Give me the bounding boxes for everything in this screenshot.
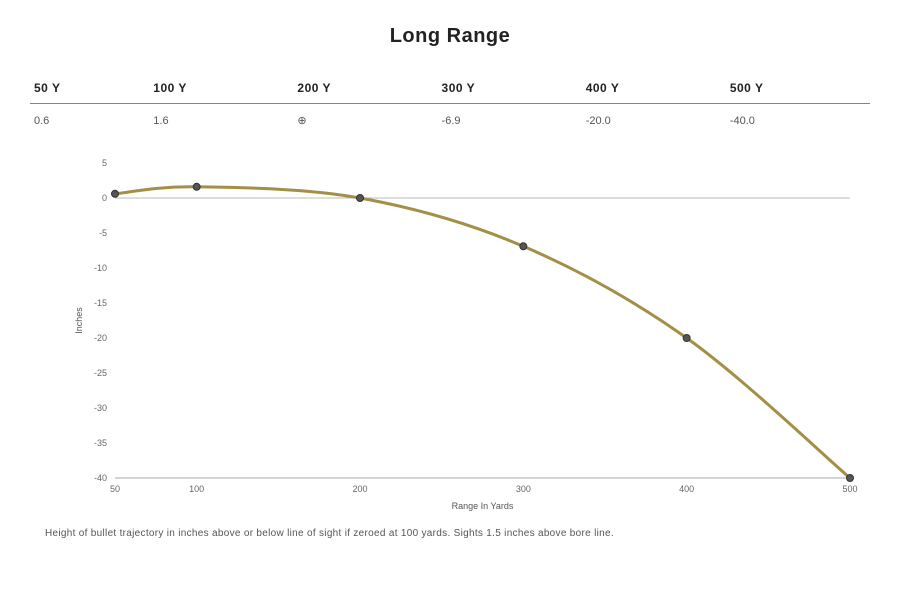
trajectory-table: 50 Y 100 Y 200 Y 300 Y 400 Y 500 Y 0.6 1… (30, 73, 870, 133)
svg-text:5: 5 (102, 158, 107, 168)
svg-text:-30: -30 (94, 403, 107, 413)
svg-text:300: 300 (516, 484, 531, 494)
svg-text:-15: -15 (94, 298, 107, 308)
table-header-row: 50 Y 100 Y 200 Y 300 Y 400 Y 500 Y (30, 73, 870, 104)
chart-svg: 50-5-10-15-20-25-30-35-40501002003004005… (70, 153, 860, 513)
col-header: 300 Y (438, 73, 582, 104)
svg-text:-10: -10 (94, 263, 107, 273)
svg-text:400: 400 (679, 484, 694, 494)
svg-text:50: 50 (110, 484, 120, 494)
table-cell: 0.6 (30, 104, 149, 134)
col-header: 100 Y (149, 73, 293, 104)
table-cell: -20.0 (582, 104, 726, 134)
table-cell: ⊕ (293, 104, 437, 134)
svg-text:100: 100 (189, 484, 204, 494)
table-cell: -40.0 (726, 104, 870, 134)
table-row: 0.6 1.6 ⊕ -6.9 -20.0 -40.0 (30, 104, 870, 134)
svg-text:-35: -35 (94, 438, 107, 448)
col-header: 500 Y (726, 73, 870, 104)
page-title: Long Range (30, 25, 870, 48)
col-header: 400 Y (582, 73, 726, 104)
svg-text:200: 200 (352, 484, 367, 494)
svg-text:0: 0 (102, 193, 107, 203)
trajectory-chart: 50-5-10-15-20-25-30-35-40501002003004005… (70, 153, 840, 513)
col-header: 200 Y (293, 73, 437, 104)
col-header: 50 Y (30, 73, 149, 104)
svg-text:Inches: Inches (74, 307, 84, 334)
svg-text:500: 500 (842, 484, 857, 494)
table-cell: 1.6 (149, 104, 293, 134)
svg-text:-20: -20 (94, 333, 107, 343)
svg-text:-25: -25 (94, 368, 107, 378)
footnote: Height of bullet trajectory in inches ab… (45, 528, 870, 539)
table-cell: -6.9 (438, 104, 582, 134)
svg-text:-40: -40 (94, 473, 107, 483)
svg-text:Range In Yards: Range In Yards (452, 501, 514, 511)
svg-text:-5: -5 (99, 228, 107, 238)
